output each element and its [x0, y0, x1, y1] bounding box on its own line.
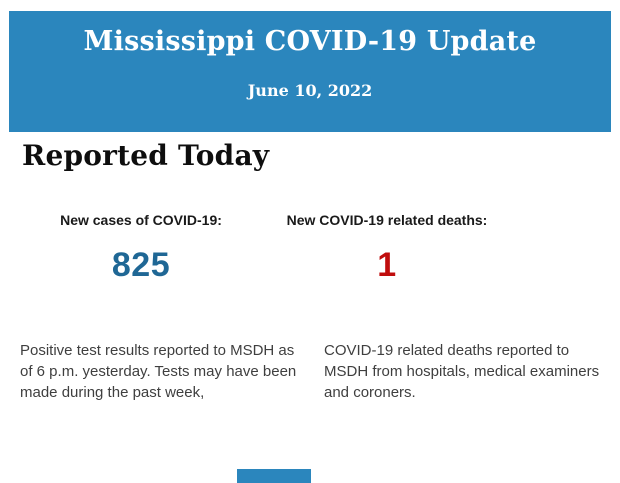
new-deaths-label: New COVID-19 related deaths: [286, 212, 488, 228]
newsletter-title: Mississippi COVID-19 Update [83, 26, 537, 57]
new-deaths-value: 1 [377, 246, 397, 284]
footer-partial-bar [237, 469, 311, 483]
section-title: Reported Today [22, 139, 270, 172]
newsletter-date: June 10, 2022 [247, 81, 373, 100]
header-banner: Mississippi COVID-19 Update June 10, 202… [9, 11, 611, 132]
new-cases-description: Positive test results reported to MSDH a… [20, 342, 297, 401]
new-cases-value: 825 [111, 246, 171, 284]
new-cases-label: New cases of COVID-19: [60, 212, 222, 228]
new-deaths-description: COVID-19 related deaths reported to MSDH… [324, 342, 600, 401]
